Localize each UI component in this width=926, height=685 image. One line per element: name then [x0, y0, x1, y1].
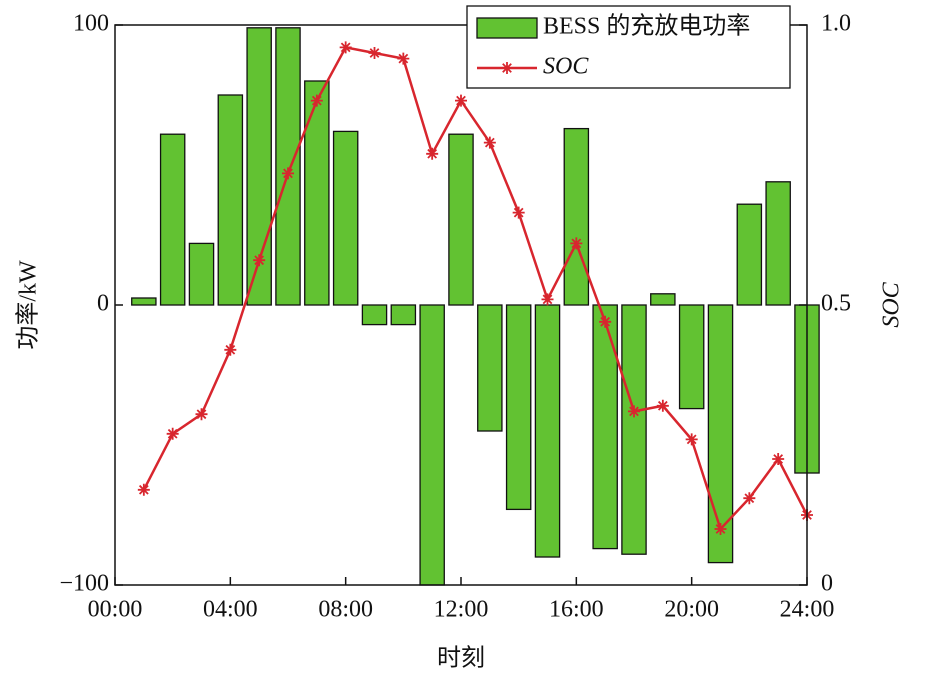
- soc-marker: [224, 343, 237, 356]
- soc-line: [142, 45, 809, 532]
- bar: [592, 304, 618, 550]
- legend-label: BESS 的充放电功率: [543, 13, 750, 40]
- bar: [131, 297, 157, 306]
- y-tick-label: −100: [59, 571, 109, 597]
- bar: [304, 80, 330, 306]
- y-axis-label: 功率/kW: [15, 260, 42, 350]
- bar: [332, 130, 359, 306]
- x-axis-label: 时刻: [437, 645, 485, 672]
- x-tick-label: 04:00: [203, 597, 258, 623]
- soc-marker: [455, 94, 467, 107]
- soc-marker: [195, 408, 208, 421]
- bar: [275, 27, 301, 306]
- soc-marker: [501, 62, 513, 74]
- bar: [188, 242, 215, 306]
- bar: [159, 133, 186, 306]
- bar: [621, 304, 647, 555]
- y2-axis-label: SOC: [879, 281, 905, 327]
- soc-marker: [772, 453, 785, 465]
- x-tick-label: 08:00: [318, 597, 373, 623]
- soc-marker: [512, 206, 525, 219]
- y-tick-label: 100: [73, 11, 109, 37]
- x-tick-label: 00:00: [88, 597, 143, 623]
- soc-marker: [253, 254, 266, 267]
- soc-marker: [743, 492, 756, 505]
- soc-marker: [628, 405, 640, 418]
- soc-marker: [397, 52, 410, 65]
- y-tick-label: 0: [97, 291, 109, 317]
- bar: [390, 304, 417, 326]
- y2-tick-label: 0.5: [821, 291, 851, 317]
- soc-marker: [685, 433, 698, 446]
- bar: [505, 304, 532, 511]
- soc-marker: [282, 167, 294, 180]
- x-tick-label: 16:00: [549, 597, 604, 623]
- legend-swatch: [476, 17, 538, 39]
- bar: [765, 181, 791, 306]
- soc-marker: [570, 237, 583, 250]
- x-tick-label: 20:00: [664, 597, 719, 623]
- soc-marker: [426, 147, 439, 160]
- bar: [419, 304, 445, 586]
- soc-marker: [166, 427, 179, 440]
- soc-marker: [656, 399, 669, 412]
- soc-marker: [137, 483, 150, 496]
- bar: [217, 94, 244, 306]
- bar: [736, 203, 763, 306]
- soc-marker: [483, 136, 496, 149]
- bar: [563, 127, 590, 306]
- x-tick-label: 24:00: [780, 597, 835, 623]
- bar: [477, 304, 503, 432]
- y2-tick-label: 0: [821, 571, 833, 597]
- soc-marker: [310, 94, 323, 107]
- soc-marker: [599, 315, 612, 328]
- y2-tick-label: 1.0: [821, 11, 851, 37]
- x-tick-label: 12:00: [434, 597, 489, 623]
- soc-marker: [541, 293, 554, 306]
- bar: [534, 304, 561, 558]
- legend-label: SOC: [543, 54, 589, 80]
- bar: [650, 293, 676, 306]
- bar: [448, 133, 474, 306]
- soc-marker: [368, 47, 381, 59]
- soc-marker: [339, 41, 352, 54]
- soc-marker: [714, 523, 727, 535]
- bar: [678, 304, 705, 410]
- bar: [361, 304, 388, 326]
